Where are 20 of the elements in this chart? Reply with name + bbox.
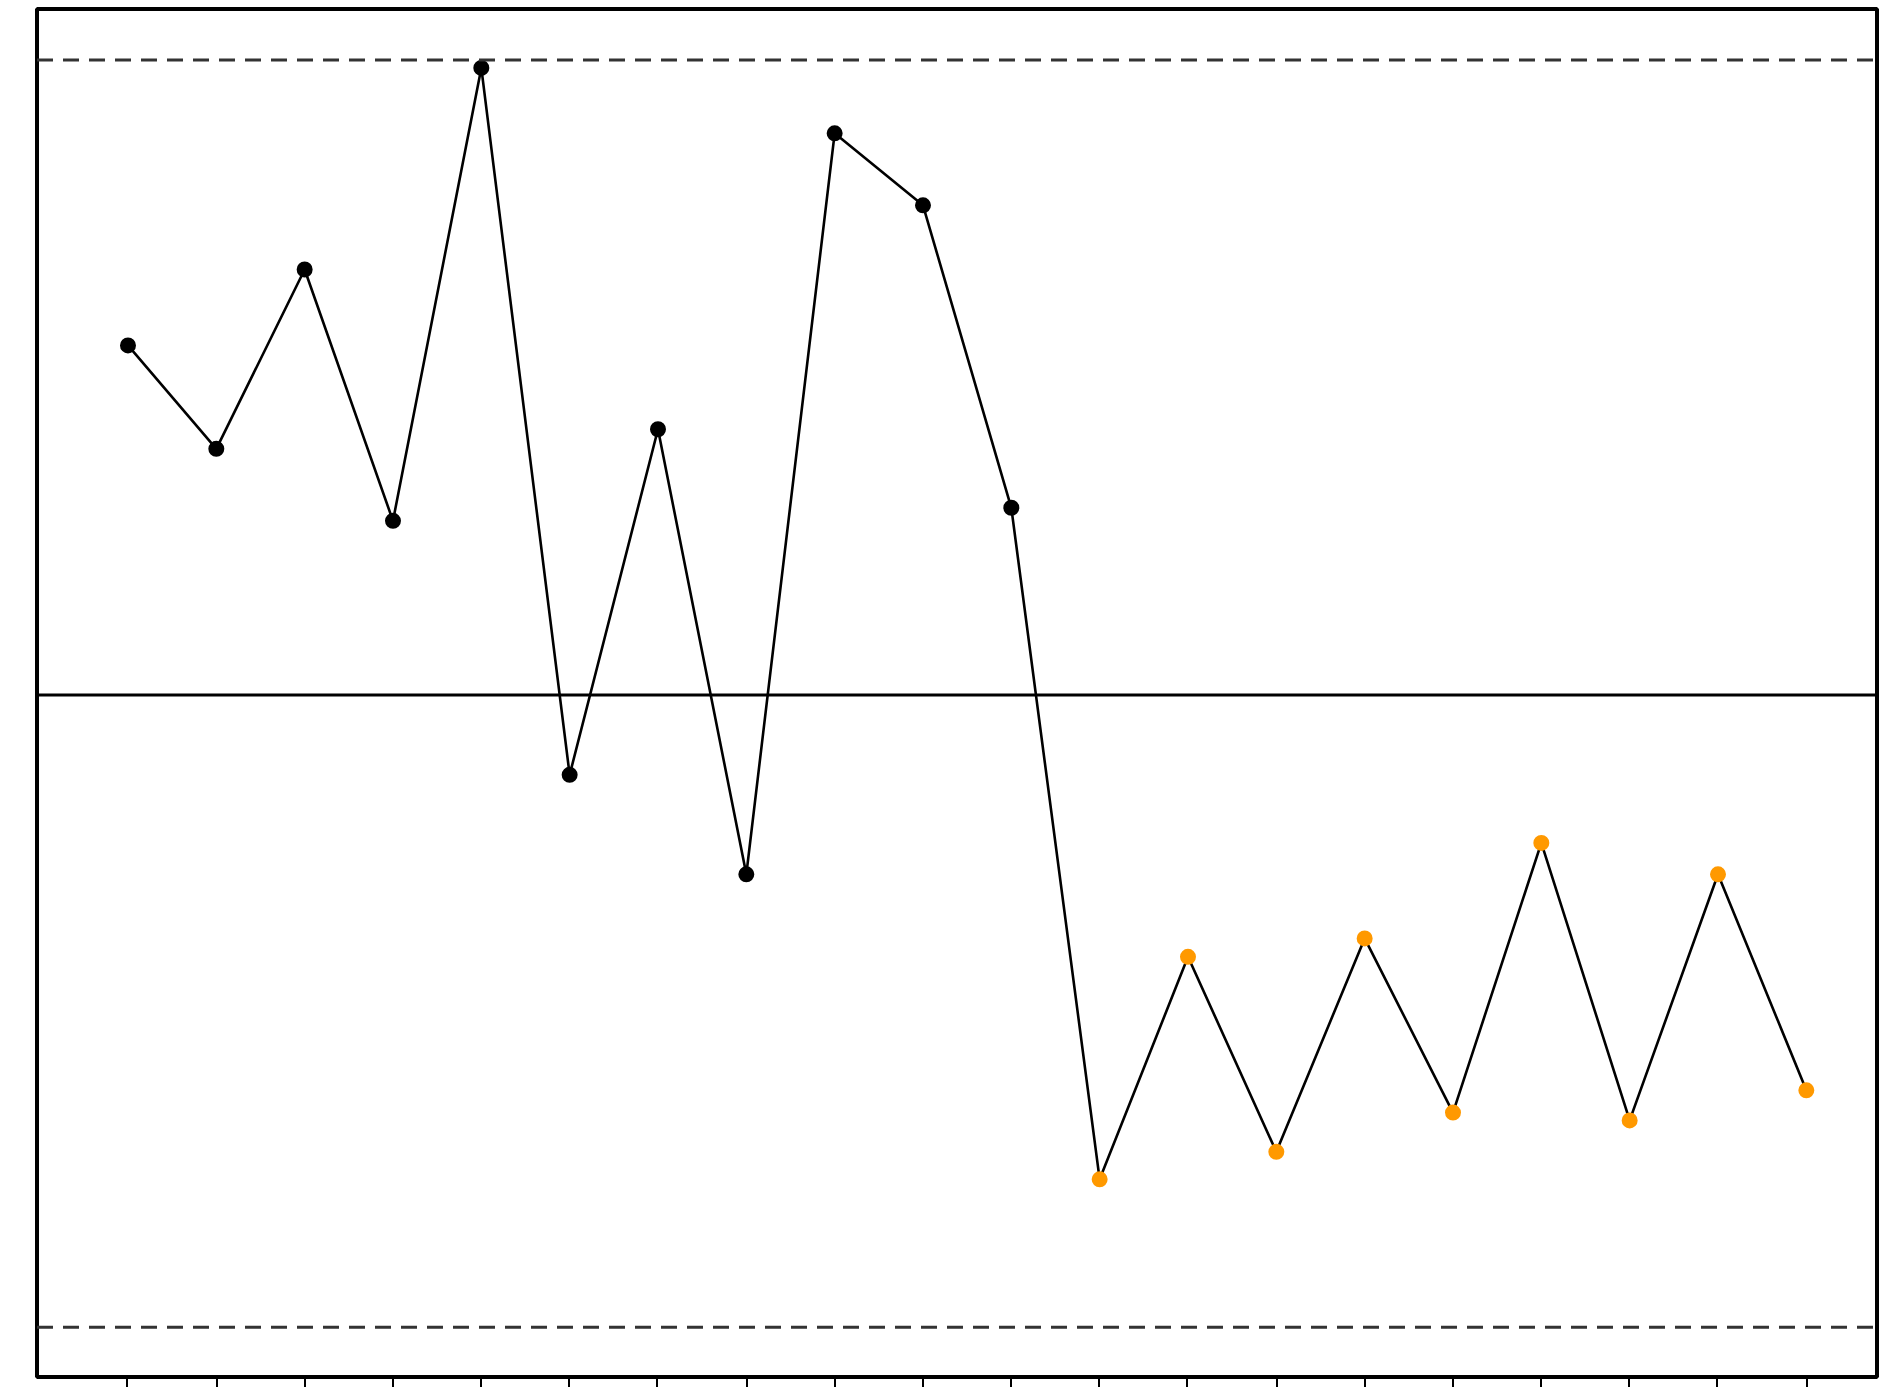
point — [473, 59, 490, 76]
point — [1091, 1171, 1108, 1188]
point — [649, 421, 666, 438]
point — [826, 125, 843, 142]
point — [1798, 1082, 1815, 1099]
point — [561, 766, 578, 783]
point — [208, 440, 225, 457]
point — [296, 261, 313, 278]
point — [1445, 1104, 1461, 1121]
point — [1621, 1112, 1638, 1129]
point — [384, 512, 401, 529]
point — [1268, 1143, 1285, 1160]
point — [1356, 930, 1373, 947]
point — [738, 866, 755, 883]
point — [119, 337, 136, 354]
point — [1003, 499, 1020, 516]
point — [914, 197, 931, 214]
point — [1533, 834, 1550, 851]
point — [1710, 866, 1726, 883]
point — [1179, 948, 1196, 965]
